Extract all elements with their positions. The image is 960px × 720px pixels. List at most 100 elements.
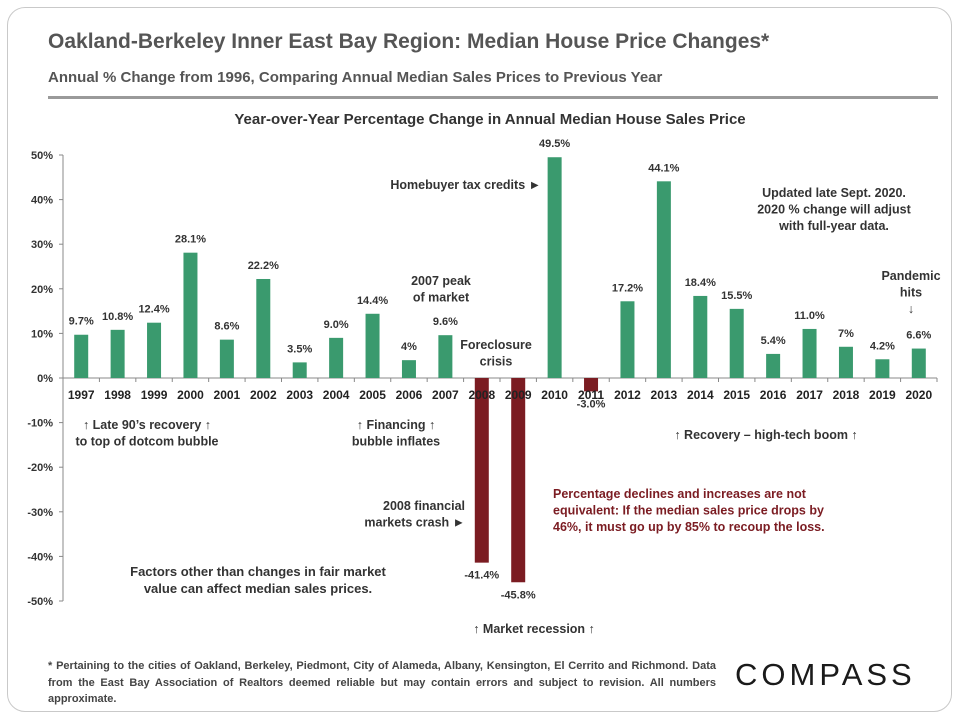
x-tick-label: 2019 [869, 388, 896, 402]
annotation-factors: Factors other than changes in fair marke… [130, 564, 386, 579]
page-title: Oakland-Berkeley Inner East Bay Region: … [48, 30, 770, 53]
bar-2014 [693, 295, 708, 378]
annotation-foreclosure: Foreclosure [460, 338, 532, 352]
x-tick-label: 1999 [141, 388, 168, 402]
x-tick-label: 2002 [250, 388, 277, 402]
annotation-peak2007: of market [413, 291, 470, 305]
y-tick-label: 30% [31, 239, 53, 251]
bar-2008 [474, 378, 489, 563]
bar-2006 [401, 360, 416, 378]
x-tick-label: 2005 [359, 388, 386, 402]
x-tick-label: 2020 [905, 388, 932, 402]
data-label: 9.0% [324, 319, 349, 331]
x-tick-label: 2007 [432, 388, 459, 402]
data-label: 15.5% [721, 290, 752, 302]
annotation-late90s: to top of dotcom bubble [75, 435, 218, 449]
y-tick-label: 0% [37, 373, 53, 385]
x-tick-label: 2011 [578, 388, 604, 402]
bar-2009 [511, 378, 526, 583]
data-label: 22.2% [248, 260, 279, 272]
footnote: * Pertaining to the cities of Oakland, B… [48, 660, 716, 705]
x-tick-label: 2010 [541, 388, 568, 402]
x-tick-label: 2001 [214, 388, 241, 402]
x-tick-label: 2008 [468, 388, 495, 402]
bar-2015 [729, 308, 744, 378]
annotation-crash2008: 2008 financial [383, 499, 465, 513]
compass-logo: COMPASS [735, 657, 916, 692]
annotation-equivalence: 46%, it must go up by 85% to recoup the … [553, 520, 825, 534]
annotation-factors: value can affect median sales prices. [144, 581, 372, 596]
data-label: -3.0% [577, 398, 606, 410]
y-tick-label: -20% [27, 462, 53, 474]
y-tick-label: 20% [31, 284, 53, 296]
x-tick-label: 2012 [614, 388, 641, 402]
annotation-pandemic: hits [900, 286, 922, 300]
bar-2007 [438, 335, 453, 378]
bar-2019 [875, 359, 890, 378]
annotation-recovery: ↑ Recovery – high-tech boom ↑ [674, 428, 857, 442]
x-tick-label: 1997 [68, 388, 95, 402]
data-label: 44.1% [648, 162, 679, 174]
bar-1998 [110, 329, 125, 378]
annotation-late90s: ↑ Late 90’s recovery ↑ [83, 418, 211, 432]
data-label: 7% [838, 328, 854, 340]
annotation-pandemic: ↓ [908, 302, 914, 316]
data-label: 6.6% [906, 330, 931, 342]
bar-2013 [656, 181, 671, 378]
y-tick-label: -50% [27, 596, 53, 608]
x-tick-label: 1998 [104, 388, 131, 402]
data-label: -41.4% [464, 570, 499, 582]
data-label: 8.6% [214, 321, 239, 333]
x-tick-label: 2006 [396, 388, 423, 402]
x-tick-label: 2000 [177, 388, 204, 402]
annotation-pandemic: Pandemic [881, 269, 940, 283]
title-divider [48, 96, 938, 99]
x-tick-label: 2018 [833, 388, 860, 402]
annotation-updated: with full-year data. [778, 219, 889, 233]
annotation-financing: bubble inflates [352, 435, 440, 449]
bar-2010 [547, 157, 562, 378]
bar-2020 [911, 348, 926, 378]
data-label: 4% [401, 341, 417, 353]
x-tick-label: 2017 [796, 388, 823, 402]
page-subtitle: Annual % Change from 1996, Comparing Ann… [48, 69, 663, 86]
data-label: 10.8% [102, 311, 133, 323]
data-label: 5.4% [761, 335, 786, 347]
bar-2018 [838, 346, 853, 378]
x-tick-label: 2014 [687, 388, 714, 402]
bar-2017 [802, 328, 817, 378]
data-label: 28.1% [175, 234, 206, 246]
x-tick-label: 2003 [286, 388, 313, 402]
bar-2000 [183, 252, 198, 378]
slide-card [7, 7, 952, 712]
annotation-updated: Updated late Sept. 2020. [762, 186, 906, 200]
y-tick-label: -30% [27, 507, 53, 519]
bar-2011 [584, 378, 599, 392]
y-tick-label: -40% [27, 551, 53, 563]
annotation-taxcredits: Homebuyer tax credits ► [390, 178, 541, 192]
annotation-equivalence: Percentage declines and increases are no… [553, 487, 807, 501]
data-label: 4.2% [870, 340, 895, 352]
annotation-crash2008: markets crash ► [364, 516, 465, 530]
data-label: 49.5% [539, 138, 570, 150]
x-tick-label: 2004 [323, 388, 350, 402]
x-tick-label: 2013 [651, 388, 678, 402]
data-label: 18.4% [685, 277, 716, 289]
annotation-foreclosure: crisis [480, 355, 513, 369]
annotation-financing: ↑ Financing ↑ [357, 418, 435, 432]
data-label: 12.4% [138, 304, 169, 316]
annotation-recession: ↑ Market recession ↑ [473, 622, 595, 636]
data-label: 3.5% [287, 343, 312, 355]
chart-title: Year-over-Year Percentage Change in Annu… [234, 111, 745, 128]
bar-2003 [292, 362, 307, 378]
y-tick-label: -10% [27, 418, 53, 430]
data-label: 11.0% [794, 310, 825, 322]
annotation-equivalence: equivalent: If the median sales price dr… [553, 504, 824, 518]
data-label: 17.2% [612, 282, 643, 294]
x-tick-label: 2009 [505, 388, 532, 402]
annotation-peak2007: 2007 peak [411, 274, 471, 288]
bar-2016 [766, 353, 781, 378]
data-label: -45.8% [501, 589, 536, 601]
x-tick-label: 2016 [760, 388, 787, 402]
